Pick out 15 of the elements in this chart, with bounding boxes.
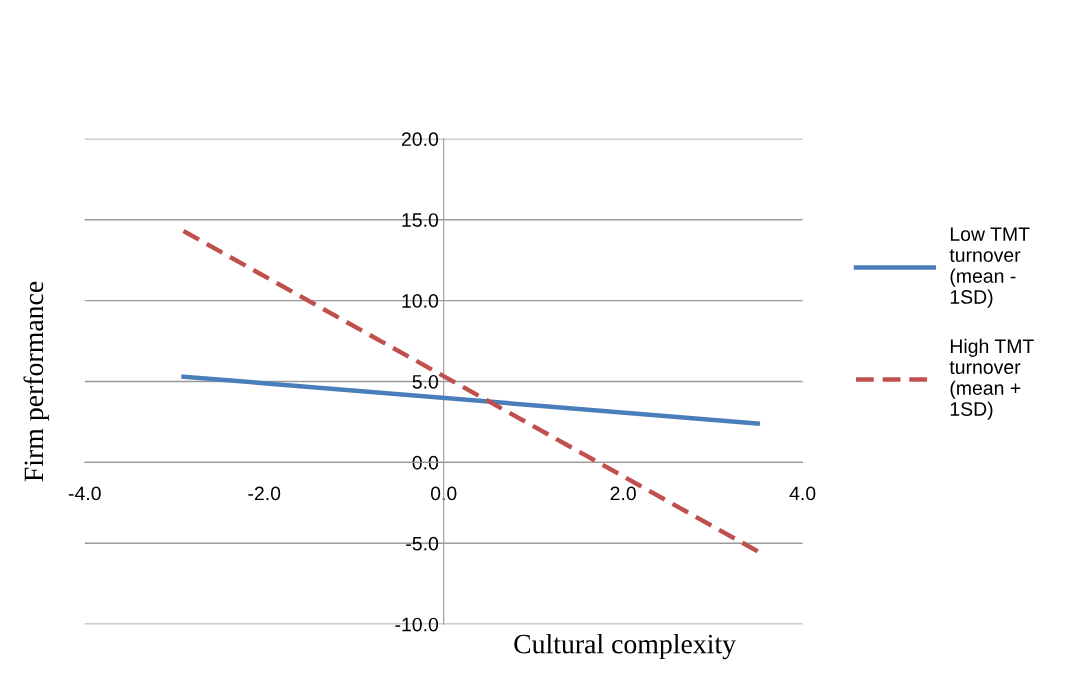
legend-label: High TMT turnover (mean + 1SD)	[949, 338, 1034, 420]
y-axis-title: Firm performance	[23, 281, 49, 482]
y-tick-label: -5.0	[406, 536, 439, 551]
x-tick-label: -4.0	[68, 486, 101, 501]
x-tick-label: -2.0	[248, 486, 281, 501]
x-axis-title: Cultural complexity	[514, 633, 736, 660]
y-tick-label: 15.0	[402, 213, 439, 227]
x-tick-label: 0.0	[430, 486, 457, 501]
y-tick-label: 20.0	[401, 132, 439, 147]
y-tick-label: 5.0	[412, 374, 439, 389]
legend-label: Low TMT turnover (mean - 1SD)	[949, 227, 1030, 308]
x-tick-label: 2.0	[610, 486, 636, 501]
y-tick-label: -10.0	[395, 617, 439, 632]
y-tick-label: 10.0	[402, 294, 439, 308]
x-tick-label: 4.0	[789, 486, 816, 501]
